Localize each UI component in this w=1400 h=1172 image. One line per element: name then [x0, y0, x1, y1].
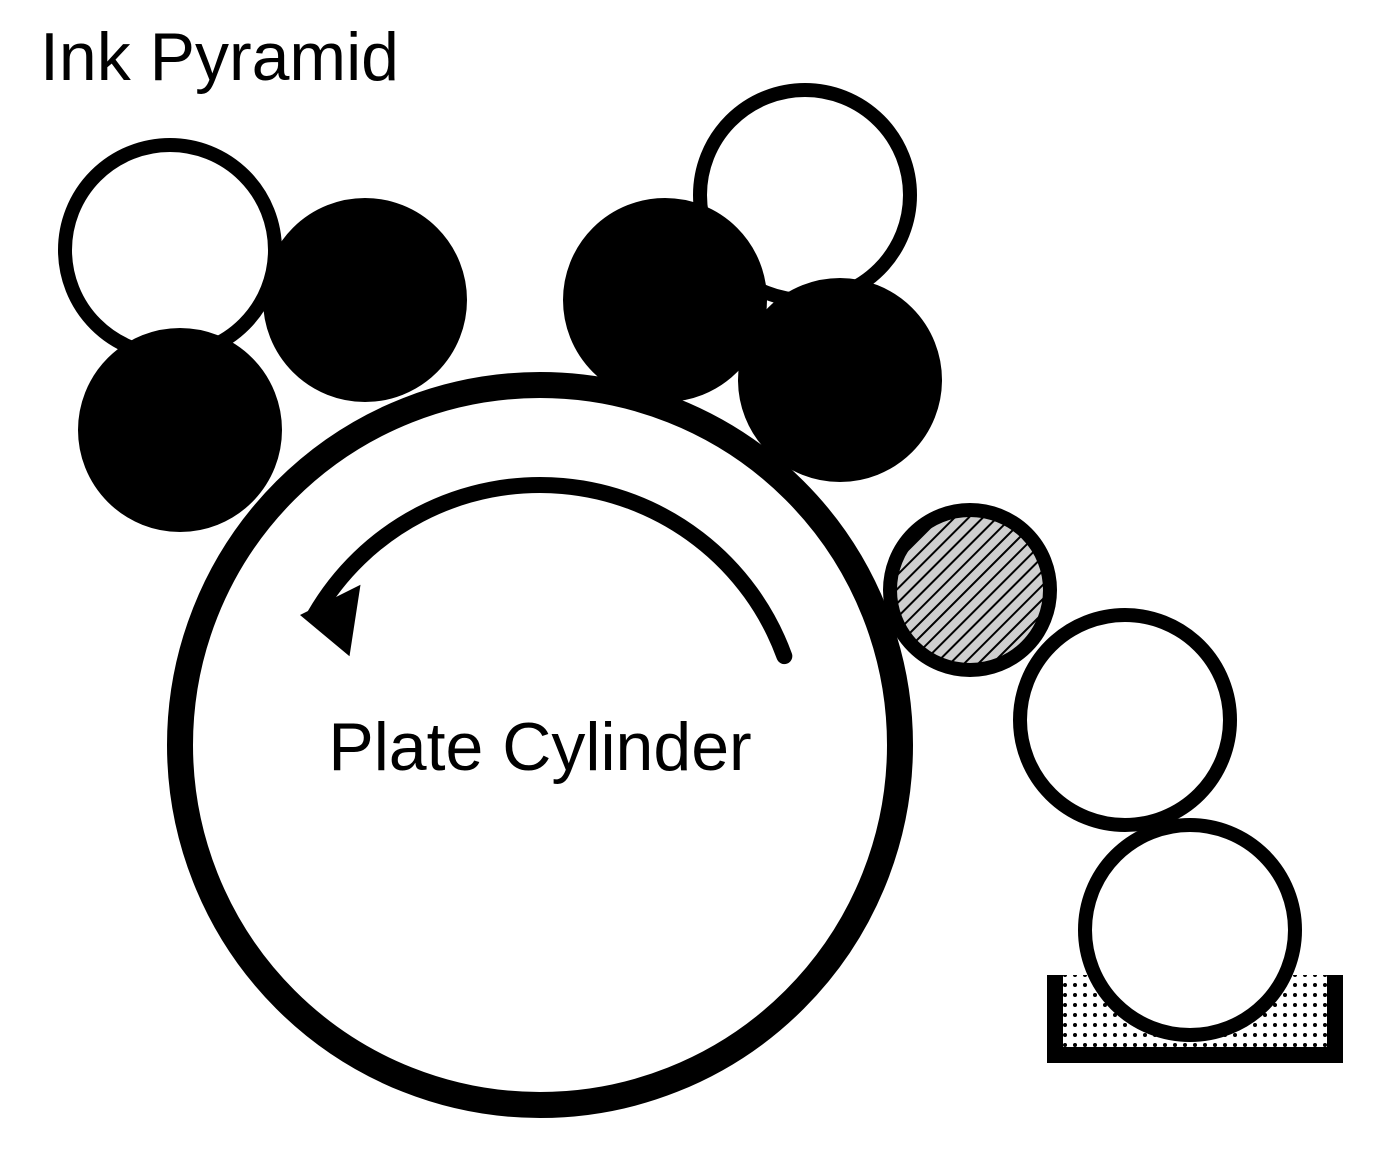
roller-ink-black-left — [85, 335, 275, 525]
roller-dampening-mid — [1020, 615, 1230, 825]
roller-fountain-roller — [1085, 825, 1295, 1035]
title-label: Ink Pyramid — [40, 19, 399, 95]
roller-ink-black-right — [745, 285, 935, 475]
plate-cylinder-label: Plate Cylinder — [328, 709, 751, 785]
roller-ink-white-top-left — [65, 145, 275, 355]
roller-ink-black-mid-right — [570, 205, 760, 395]
roller-dampening-form — [890, 510, 1050, 670]
roller-ink-black-mid-left — [270, 205, 460, 395]
